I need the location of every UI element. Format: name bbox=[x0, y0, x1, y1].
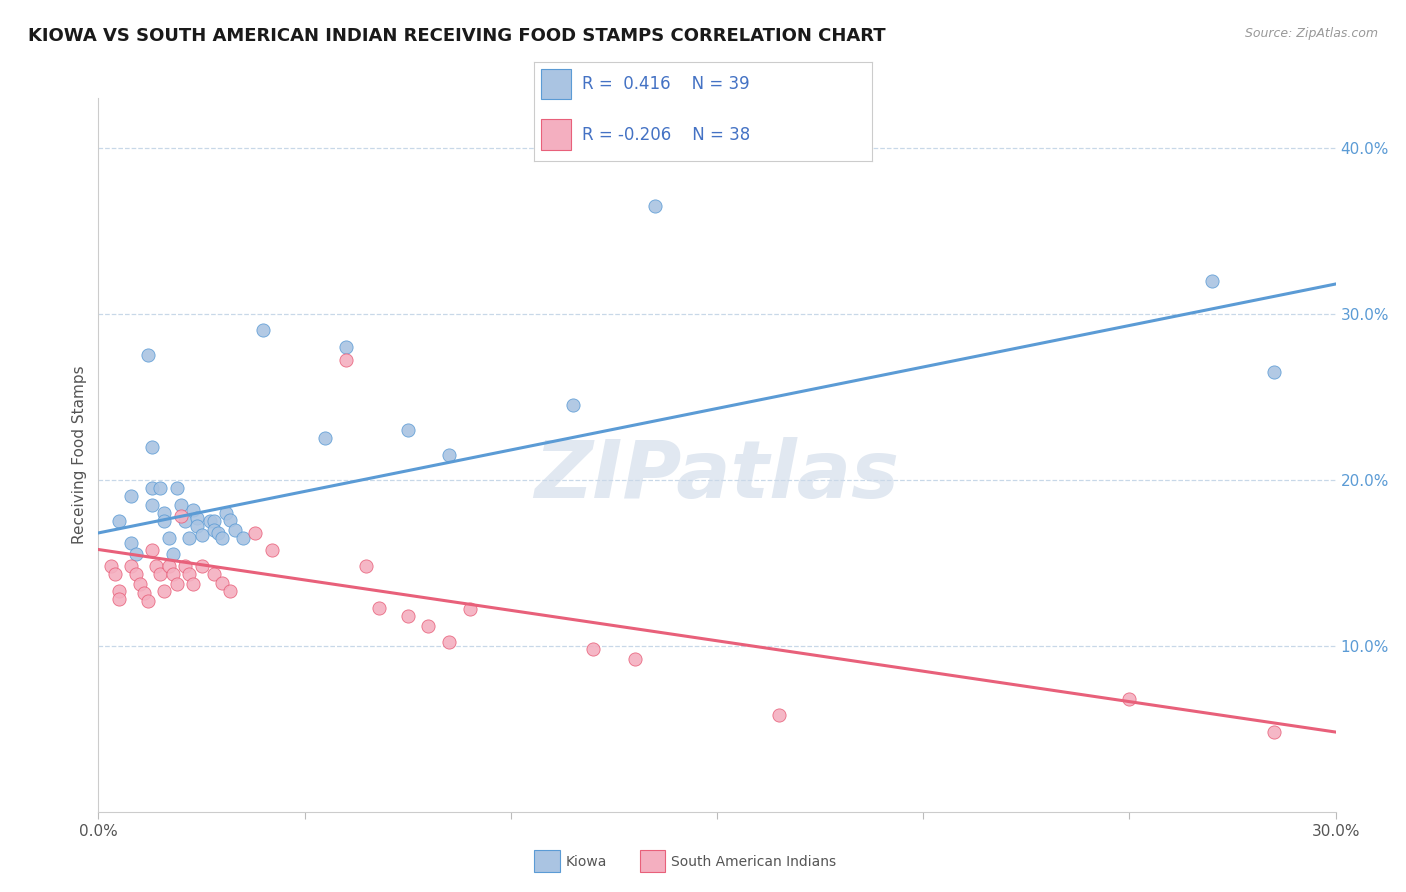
Point bbox=[202, 514, 225, 528]
Point bbox=[181, 502, 204, 516]
Point bbox=[141, 498, 163, 512]
Point bbox=[136, 348, 159, 362]
Text: Source: ZipAtlas.com: Source: ZipAtlas.com bbox=[1244, 27, 1378, 40]
Point bbox=[120, 559, 142, 574]
Point bbox=[174, 559, 197, 574]
Point bbox=[170, 498, 193, 512]
Point bbox=[335, 340, 357, 354]
Point bbox=[179, 567, 201, 582]
Point bbox=[314, 431, 336, 445]
Point bbox=[153, 584, 176, 599]
Point bbox=[202, 567, 225, 582]
Point bbox=[166, 577, 188, 591]
Point bbox=[153, 514, 176, 528]
Point bbox=[186, 511, 208, 525]
Point bbox=[108, 592, 131, 607]
Point bbox=[232, 531, 254, 545]
Point bbox=[207, 525, 229, 540]
Point bbox=[190, 559, 212, 574]
Y-axis label: Receiving Food Stamps: Receiving Food Stamps bbox=[72, 366, 87, 544]
Point bbox=[157, 559, 180, 574]
Point bbox=[396, 608, 419, 623]
Point bbox=[136, 594, 159, 608]
Point bbox=[224, 523, 246, 537]
Point bbox=[211, 575, 233, 590]
Text: KIOWA VS SOUTH AMERICAN INDIAN RECEIVING FOOD STAMPS CORRELATION CHART: KIOWA VS SOUTH AMERICAN INDIAN RECEIVING… bbox=[28, 27, 886, 45]
Point bbox=[174, 514, 197, 528]
Point bbox=[335, 353, 357, 368]
Text: R =  0.416    N = 39: R = 0.416 N = 39 bbox=[582, 75, 749, 93]
Point bbox=[215, 506, 238, 520]
Point bbox=[561, 398, 583, 412]
Point bbox=[170, 509, 193, 524]
Point bbox=[141, 542, 163, 557]
Bar bbox=[541, 69, 571, 99]
Point bbox=[219, 584, 242, 599]
Point bbox=[396, 423, 419, 437]
Point bbox=[437, 635, 460, 649]
Text: R = -0.206    N = 38: R = -0.206 N = 38 bbox=[582, 126, 749, 144]
Point bbox=[149, 481, 172, 495]
Point bbox=[243, 525, 266, 540]
Text: Kiowa: Kiowa bbox=[565, 855, 606, 869]
Point bbox=[120, 536, 142, 550]
Point bbox=[1118, 691, 1140, 706]
Point bbox=[198, 514, 221, 528]
Point bbox=[190, 527, 212, 541]
Point bbox=[367, 600, 389, 615]
Point bbox=[120, 490, 142, 504]
Point bbox=[162, 548, 184, 562]
Point bbox=[108, 514, 131, 528]
Point bbox=[124, 567, 146, 582]
Point bbox=[104, 567, 127, 582]
Point bbox=[1263, 365, 1285, 379]
Point bbox=[179, 531, 201, 545]
Point bbox=[356, 559, 378, 574]
Bar bbox=[541, 120, 571, 150]
Point bbox=[211, 531, 233, 545]
Point bbox=[768, 708, 790, 723]
Point bbox=[260, 542, 283, 557]
Text: South American Indians: South American Indians bbox=[671, 855, 835, 869]
Point bbox=[141, 440, 163, 454]
Point bbox=[582, 642, 605, 657]
Point bbox=[157, 531, 180, 545]
Point bbox=[202, 523, 225, 537]
Point bbox=[623, 652, 645, 666]
Point bbox=[186, 519, 208, 533]
Point bbox=[418, 619, 440, 633]
Point bbox=[181, 577, 204, 591]
Text: ZIPatlas: ZIPatlas bbox=[534, 437, 900, 516]
Point bbox=[437, 448, 460, 462]
Point bbox=[252, 323, 274, 337]
Point bbox=[124, 548, 146, 562]
Point bbox=[1263, 725, 1285, 739]
Point bbox=[458, 602, 481, 616]
Point bbox=[644, 199, 666, 213]
Point bbox=[153, 506, 176, 520]
Point bbox=[149, 567, 172, 582]
Point bbox=[141, 481, 163, 495]
Point bbox=[100, 559, 122, 574]
Point bbox=[162, 567, 184, 582]
Point bbox=[219, 513, 242, 527]
Point bbox=[166, 481, 188, 495]
Point bbox=[128, 577, 150, 591]
Point bbox=[132, 585, 155, 599]
Point bbox=[145, 559, 167, 574]
Point bbox=[1201, 274, 1223, 288]
Point bbox=[108, 584, 131, 599]
